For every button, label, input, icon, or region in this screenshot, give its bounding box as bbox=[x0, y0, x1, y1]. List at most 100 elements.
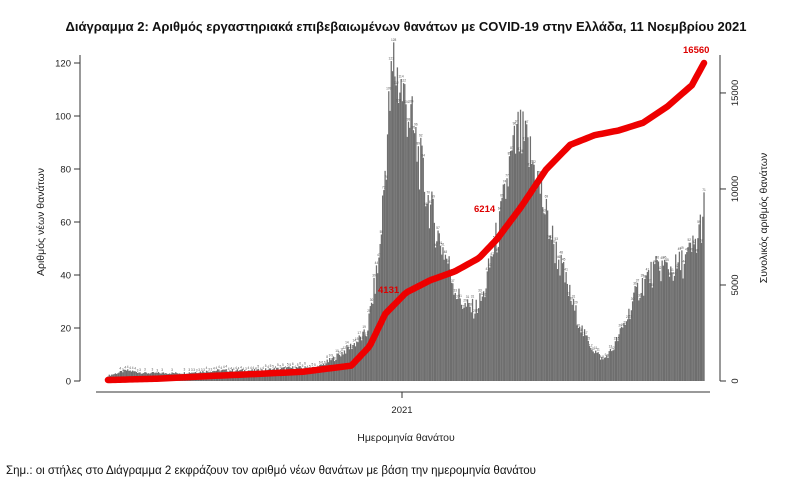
bar-day-365 bbox=[556, 269, 559, 381]
bar-label-day-350: 78 bbox=[537, 170, 541, 174]
bar-label-day-476: 52 bbox=[692, 240, 696, 244]
bar-day-362 bbox=[553, 244, 555, 381]
bar-label-day-362: 52 bbox=[552, 240, 556, 244]
bar-label-day-30: 3 bbox=[144, 367, 146, 371]
y2-tick-label-10000: 10000 bbox=[730, 176, 741, 202]
bar-day-256 bbox=[422, 157, 424, 381]
bar-label-day-214: 30 bbox=[370, 298, 374, 302]
bar-day-448 bbox=[659, 270, 661, 381]
bar-day-312 bbox=[491, 256, 493, 381]
bar-day-481 bbox=[699, 214, 701, 381]
bar-label-day-426: 30 bbox=[631, 297, 635, 301]
bar-label-day-478: 48 bbox=[695, 248, 699, 252]
bar-day-242 bbox=[405, 104, 407, 381]
bar-label-day-402: 8 bbox=[602, 355, 604, 359]
bar-day-221 bbox=[379, 243, 381, 381]
bar-label-day-480: 59 bbox=[697, 220, 701, 224]
bar-label-day-222: 55 bbox=[380, 230, 384, 234]
bar-label-day-154: 5 bbox=[297, 363, 299, 367]
bar-label-day-230: 121 bbox=[389, 57, 395, 61]
bar-day-238 bbox=[400, 79, 402, 381]
bar-day-13 bbox=[123, 369, 125, 381]
bar-day-343 bbox=[529, 136, 532, 381]
bar-day-364 bbox=[555, 241, 557, 381]
bar-label-day-434: 39 bbox=[641, 274, 645, 278]
bar-day-361 bbox=[551, 225, 554, 381]
bar-label-day-192: 12 bbox=[343, 346, 347, 350]
bar-label-day-382: 20 bbox=[577, 323, 581, 327]
bar-label-day-254: 92 bbox=[419, 133, 423, 137]
bar-day-379 bbox=[574, 310, 576, 381]
bar-label-day-108: 4 bbox=[240, 365, 242, 369]
bar-label-day-302: 33 bbox=[478, 289, 482, 293]
bar-label-day-110: 4 bbox=[243, 367, 245, 371]
bar-day-177 bbox=[325, 363, 327, 381]
bar-day-455 bbox=[667, 269, 669, 381]
bar-label-day-368: 48 bbox=[559, 250, 563, 254]
bar-label-day-374: 32 bbox=[567, 291, 571, 295]
bar-day-222 bbox=[380, 234, 383, 381]
bar-label-day-310: 43 bbox=[488, 263, 492, 267]
y-tick-label-60: 60 bbox=[60, 218, 71, 229]
bar-label-day-130: 4 bbox=[267, 365, 269, 369]
bar-label-day-236: 105 bbox=[396, 98, 402, 102]
bar-day-296 bbox=[471, 298, 474, 381]
bar-day-340 bbox=[526, 124, 528, 381]
bar-label-day-220: 47 bbox=[377, 253, 381, 257]
bar-day-413 bbox=[615, 337, 618, 381]
bar-day-275 bbox=[446, 258, 448, 381]
bar-label-day-424: 23 bbox=[628, 315, 632, 319]
bar-label-day-168: 5 bbox=[314, 363, 316, 367]
bar-label-day-106: 4 bbox=[238, 366, 240, 370]
bar-day-298 bbox=[474, 313, 476, 381]
y-axis-label: Αριθμός νέων θανάτων bbox=[35, 168, 47, 276]
bar-day-378 bbox=[572, 298, 575, 381]
bar-label-day-88: 4 bbox=[215, 366, 217, 370]
bar-day-333 bbox=[517, 111, 519, 381]
bar-day-427 bbox=[633, 292, 635, 381]
bar-day-372 bbox=[565, 272, 567, 381]
bar-day-484 bbox=[703, 192, 705, 381]
bar-label-day-430: 37 bbox=[636, 278, 640, 282]
bar-day-226 bbox=[385, 179, 387, 381]
bar-label-day-386: 17 bbox=[582, 332, 586, 336]
bar-label-day-294: 28 bbox=[468, 302, 472, 306]
bar-day-10 bbox=[119, 371, 121, 381]
bar-label-day-92: 4 bbox=[220, 366, 222, 370]
bar-day-244 bbox=[407, 121, 410, 381]
bar-label-day-282: 33 bbox=[453, 288, 457, 292]
bar-day-354 bbox=[543, 213, 545, 381]
bar-label-day-194: 14 bbox=[345, 340, 349, 344]
chart-title: Διάγραμμα 2: Αριθμός εργαστηριακά επιβεβ… bbox=[66, 19, 747, 34]
bar-day-453 bbox=[665, 261, 667, 381]
bar-day-319 bbox=[500, 201, 502, 381]
bar-label-day-90: 4 bbox=[218, 365, 220, 369]
bar-label-day-62: 3 bbox=[183, 368, 185, 372]
bar-day-464 bbox=[678, 251, 681, 381]
bar-label-day-36: 3 bbox=[151, 367, 153, 371]
bar-label-day-452: 46 bbox=[663, 255, 667, 259]
bar-day-433 bbox=[640, 292, 642, 381]
bar-day-247 bbox=[411, 96, 413, 381]
bar-label-day-188: 10 bbox=[338, 350, 342, 354]
bar-day-250 bbox=[415, 126, 417, 381]
bar-label-day-406: 9 bbox=[607, 353, 609, 357]
bar-day-369 bbox=[561, 263, 564, 381]
bar-label-day-418: 20 bbox=[621, 323, 625, 327]
bar-day-437 bbox=[645, 275, 647, 381]
bar-day-170 bbox=[316, 369, 319, 381]
bar-day-209 bbox=[364, 335, 367, 381]
bar-day-232 bbox=[393, 42, 395, 381]
bar-label-day-484: 71 bbox=[702, 188, 706, 192]
bar-label-day-408: 12 bbox=[609, 344, 613, 348]
bar-label-day-244: 98 bbox=[407, 117, 411, 121]
bar-day-349 bbox=[537, 170, 539, 381]
bar-day-337 bbox=[522, 111, 524, 381]
bar-label-day-164: 5 bbox=[309, 364, 311, 368]
bar-day-447 bbox=[657, 261, 660, 381]
bar-label-day-266: 50 bbox=[434, 243, 438, 247]
bar-day-352 bbox=[540, 180, 543, 381]
y-tick-label-0: 0 bbox=[66, 377, 71, 388]
bar-day-377 bbox=[571, 304, 573, 381]
